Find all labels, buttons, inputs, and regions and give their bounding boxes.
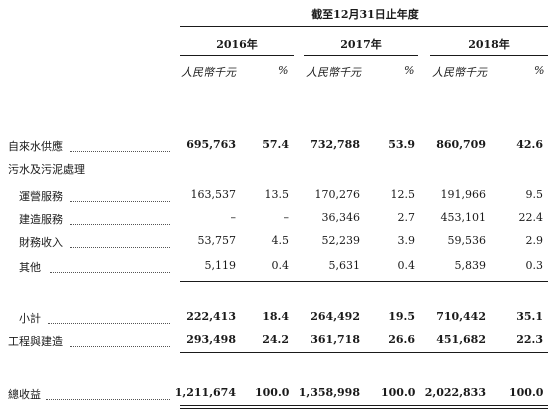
row-leader [50, 272, 170, 273]
row-leader [70, 151, 170, 152]
cell-2018-pct: 0.3 [525, 259, 544, 272]
cell-2017-pct: 12.5 [390, 188, 416, 201]
cell-2018-amount: 191,966 [440, 188, 487, 201]
unit-amount-2016: 人民幣千元 [181, 66, 236, 79]
row-label-subtotal: 小計 [19, 312, 41, 325]
cell-2017-pct: 53.9 [388, 138, 415, 151]
row-label-sewage-section: 污水及污泥處理 [8, 163, 85, 176]
cell-2017-pct: 100.0 [381, 386, 416, 399]
cell-2017-amount: 361,718 [310, 333, 360, 346]
cell-2017-pct: 26.6 [388, 333, 415, 346]
row-label-total-revenue: 總收益 [8, 388, 41, 401]
unit-amount-2017: 人民幣千元 [306, 66, 361, 79]
cell-2018-amount: 59,536 [447, 234, 487, 247]
cell-2018-amount: 5,839 [454, 259, 487, 272]
cell-2016-amount: 53,757 [197, 234, 237, 247]
cell-2017-amount: 1,358,998 [298, 386, 360, 399]
unit-pct-2016: % [278, 64, 289, 77]
year-header-2018: 2018年 [468, 38, 510, 51]
cell-2018-pct: 100.0 [509, 386, 544, 399]
cell-2016-pct: 57.4 [262, 138, 289, 151]
cell-2016-amount: – [230, 211, 237, 224]
cell-2016-pct: 18.4 [262, 310, 289, 323]
year-rule-2017 [304, 55, 418, 56]
row-label-construction-services: 建造服務 [19, 213, 63, 226]
total-rule-top [180, 352, 548, 353]
cell-2016-pct: 4.5 [271, 234, 290, 247]
cell-2018-pct: 35.1 [516, 310, 543, 323]
year-header-2016: 2016年 [216, 38, 258, 51]
cell-2017-amount: 52,239 [321, 234, 361, 247]
row-label-finance-income: 財務收入 [19, 236, 63, 249]
row-leader [70, 346, 170, 347]
cell-2016-pct: – [283, 211, 290, 224]
cell-2016-pct: 0.4 [271, 259, 290, 272]
year-rule-2018 [430, 55, 548, 56]
row-leader [48, 323, 170, 324]
cell-2018-pct: 22.4 [518, 211, 544, 224]
cell-2017-amount: 732,788 [310, 138, 360, 151]
subtotal-rule [180, 281, 548, 282]
cell-2016-amount: 163,537 [190, 188, 237, 201]
row-leader [70, 247, 170, 248]
cell-2017-amount: 5,631 [328, 259, 361, 272]
cell-2018-amount: 860,709 [436, 138, 486, 151]
unit-amount-2018: 人民幣千元 [432, 66, 487, 79]
cell-2016-amount: 293,498 [186, 333, 236, 346]
cell-2018-amount: 710,442 [436, 310, 486, 323]
cell-2018-amount: 451,682 [436, 333, 486, 346]
year-header-2017: 2017年 [340, 38, 382, 51]
row-label-others: 其他 [19, 261, 41, 274]
cell-2018-pct: 22.3 [516, 333, 543, 346]
cell-2018-amount: 2,022,833 [424, 386, 486, 399]
cell-2017-pct: 0.4 [397, 259, 416, 272]
cell-2016-pct: 100.0 [255, 386, 290, 399]
row-leader [70, 201, 170, 202]
cell-2017-amount: 170,276 [314, 188, 361, 201]
period-header-rule [180, 26, 548, 27]
unit-pct-2018: % [534, 64, 545, 77]
cell-2018-pct: 42.6 [516, 138, 543, 151]
row-leader [70, 224, 170, 225]
cell-2018-amount: 453,101 [440, 211, 487, 224]
cell-2017-pct: 19.5 [388, 310, 415, 323]
cell-2016-amount: 1,211,674 [174, 386, 236, 399]
cell-2016-amount: 5,119 [204, 259, 237, 272]
period-header: 截至12月31日止年度 [311, 8, 419, 21]
row-label-water-supply: 自來水供應 [8, 140, 63, 153]
cell-2016-amount: 695,763 [186, 138, 236, 151]
cell-2017-amount: 264,492 [310, 310, 360, 323]
cell-2018-pct: 9.5 [525, 188, 544, 201]
unit-pct-2017: % [404, 64, 415, 77]
cell-2017-amount: 36,346 [321, 211, 361, 224]
total-double-rule [180, 405, 548, 409]
cell-2016-amount: 222,413 [186, 310, 236, 323]
row-label-engineering: 工程與建造 [8, 335, 63, 348]
cell-2016-pct: 13.5 [264, 188, 290, 201]
cell-2017-pct: 2.7 [397, 211, 416, 224]
year-rule-2016 [180, 55, 294, 56]
row-label-operation-services: 運營服務 [19, 190, 63, 203]
row-leader [46, 399, 170, 400]
cell-2016-pct: 24.2 [262, 333, 289, 346]
cell-2018-pct: 2.9 [525, 234, 544, 247]
cell-2017-pct: 3.9 [397, 234, 416, 247]
